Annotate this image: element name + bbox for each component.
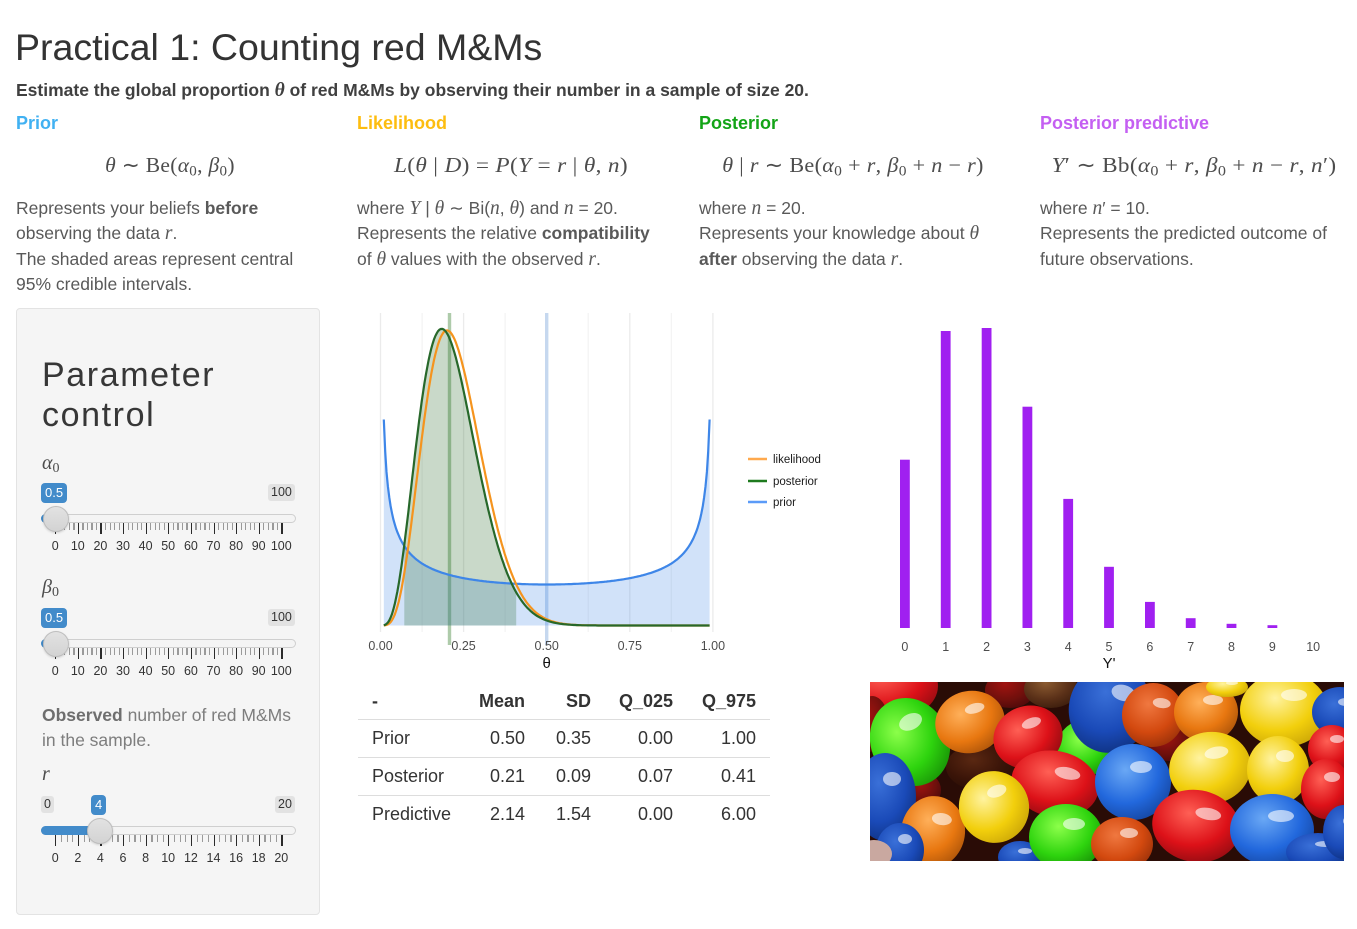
svg-text:Y': Y' xyxy=(1103,655,1116,672)
svg-text:0.00: 0.00 xyxy=(368,639,392,653)
svg-text:likelihood: likelihood xyxy=(773,454,821,466)
svg-text:7: 7 xyxy=(1187,640,1194,654)
svg-text:5: 5 xyxy=(1106,640,1113,654)
svg-text:prior: prior xyxy=(773,497,796,509)
svg-text:0.75: 0.75 xyxy=(618,639,642,653)
svg-text:10: 10 xyxy=(1306,640,1320,654)
svg-text:8: 8 xyxy=(1228,640,1235,654)
svg-text:1: 1 xyxy=(942,640,949,654)
svg-text:0: 0 xyxy=(901,640,908,654)
svg-text:2: 2 xyxy=(983,640,990,654)
svg-text:3: 3 xyxy=(1024,640,1031,654)
svg-text:6: 6 xyxy=(1146,640,1153,654)
svg-text:0.50: 0.50 xyxy=(535,639,559,653)
svg-text:posterior: posterior xyxy=(773,476,818,488)
svg-text:9: 9 xyxy=(1269,640,1276,654)
svg-text:4: 4 xyxy=(1065,640,1072,654)
svg-text:0.25: 0.25 xyxy=(451,639,475,653)
svg-text:θ: θ xyxy=(543,655,551,672)
svg-text:1.00: 1.00 xyxy=(701,639,725,653)
